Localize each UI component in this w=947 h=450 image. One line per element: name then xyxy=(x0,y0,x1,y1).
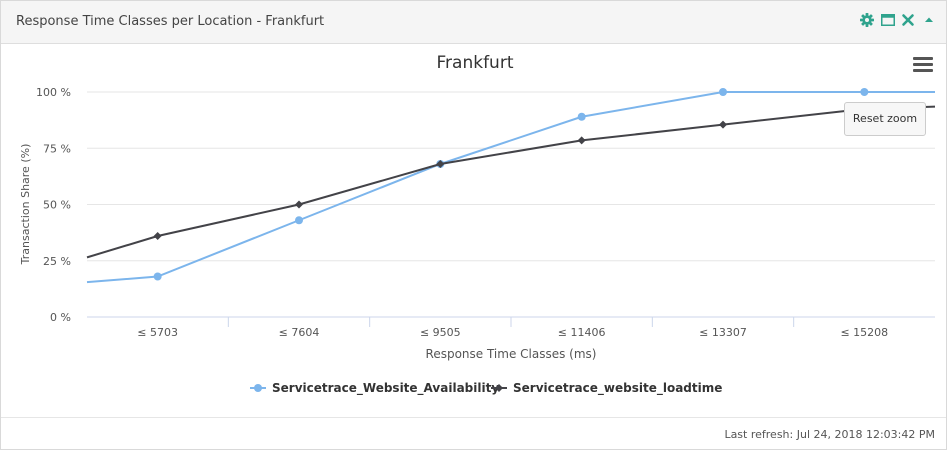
widget-footer: Last refresh: Jul 24, 2018 12:03:42 PM xyxy=(1,417,946,450)
widget-header: Response Time Classes per Location - Fra… xyxy=(1,1,946,44)
x-tick-label: ≤ 7604 xyxy=(279,326,320,339)
series-line-1 xyxy=(86,91,935,284)
data-point[interactable] xyxy=(436,160,445,168)
reset-zoom-button[interactable]: Reset zoom xyxy=(844,102,926,136)
x-tick-label: ≤ 15208 xyxy=(840,326,888,339)
y-tick-label: 100 % xyxy=(36,86,71,99)
label-layer: 0 % 25 % 50 % 75 % 100 % ≤ 5703 ≤ 7604 ≤ 9505 ≤ … xyxy=(36,86,888,339)
x-axis-label: Response Time Classes (ms) xyxy=(426,347,597,361)
gear-icon[interactable] xyxy=(860,13,874,27)
legend-label: Servicetrace_website_loadtime xyxy=(513,381,722,396)
data-point[interactable] xyxy=(153,232,162,240)
widget-title: Response Time Classes per Location - Fra… xyxy=(16,14,325,29)
x-tick-label: ≤ 5703 xyxy=(137,326,178,339)
y-axis-label: Transaction Share (%) xyxy=(19,144,32,266)
legend-marker xyxy=(254,384,262,392)
chart-title: Frankfurt xyxy=(437,53,514,73)
y-tick-label: 0 % xyxy=(50,311,71,324)
hamburger-menu-icon[interactable] xyxy=(913,57,933,73)
data-point[interactable] xyxy=(295,216,303,225)
legend-item-2[interactable]: Servicetrace_website_loadtime xyxy=(491,381,722,396)
x-tick-label: ≤ 13307 xyxy=(699,326,747,339)
y-tick-label: 50 % xyxy=(43,199,71,212)
data-point[interactable] xyxy=(295,200,303,209)
data-point[interactable] xyxy=(153,272,162,281)
series-line-2 xyxy=(86,105,936,259)
data-point[interactable] xyxy=(719,120,727,129)
close-icon[interactable] xyxy=(901,13,915,27)
data-point[interactable] xyxy=(719,88,727,96)
data-point[interactable] xyxy=(577,136,586,145)
legend-item-1[interactable]: Servicetrace_Website_Availability xyxy=(250,381,499,396)
x-tick-label: ≤ 11406 xyxy=(558,326,606,339)
data-point[interactable] xyxy=(577,112,586,121)
line-chart: 0 % 25 % 50 % 75 % 100 % ≤ 5703 ≤ 7604 ≤ 9505 ≤ … xyxy=(19,53,936,396)
legend-label: Servicetrace_Website_Availability xyxy=(272,381,499,396)
legend-marker xyxy=(495,384,503,392)
last-refresh-timestamp: Last refresh: Jul 24, 2018 12:03:42 PM xyxy=(724,428,935,441)
maximize-icon[interactable] xyxy=(881,13,895,27)
y-tick-label: 75 % xyxy=(43,142,71,155)
legend: Servicetrace_Website_Availability Service… xyxy=(250,381,722,396)
y-tick-label: 25 % xyxy=(43,255,71,268)
series-layer xyxy=(86,88,936,284)
grid-layer xyxy=(87,91,935,327)
x-tick-label: ≤ 9505 xyxy=(420,326,461,339)
data-point[interactable] xyxy=(860,88,869,96)
chart-area: 0 % 25 % 50 % 75 % 100 % ≤ 5703 ≤ 7604 ≤ 9505 ≤ … xyxy=(1,44,946,416)
collapse-icon[interactable] xyxy=(922,13,936,27)
